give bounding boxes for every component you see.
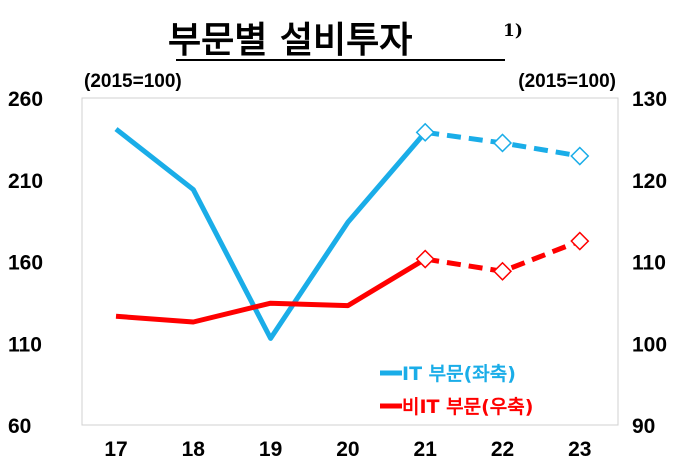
x-tick-label: 23 (568, 438, 591, 461)
left-tick-label: 260 (8, 88, 43, 111)
x-tick-label: 21 (414, 438, 438, 461)
right-tick-label: 90 (632, 415, 655, 438)
data-point-marker (492, 261, 513, 281)
data-point-marker (570, 146, 590, 166)
x-tick-label: 17 (104, 438, 127, 461)
left-axis-unit: (2015=100) (84, 71, 182, 92)
right-tick-label: 120 (632, 170, 667, 193)
title-superscript: 1) (503, 21, 523, 41)
right-tick-label: 110 (632, 252, 666, 275)
plot-area (81, 97, 619, 426)
data-point-marker (570, 231, 590, 251)
left-tick-label: 60 (8, 415, 31, 438)
series-line-1 (115, 256, 427, 325)
data-point-marker (492, 133, 513, 153)
left-tick-label: 160 (8, 252, 43, 275)
chart-title: 부문별 설비투자 (168, 19, 412, 61)
x-tick-label: 19 (259, 438, 282, 461)
data-point-marker (415, 249, 435, 269)
data-point-marker (415, 122, 435, 142)
x-tick-label: 22 (491, 438, 514, 461)
legend-label-nonit: 비IT 부문(우축) (402, 396, 533, 418)
legend-label-it: IT 부문(좌축) (402, 363, 516, 385)
x-tick-label: 20 (336, 438, 359, 461)
x-tick-label: 18 (182, 438, 206, 461)
series-line-0 (114, 127, 428, 341)
left-tick-label: 210 (8, 170, 43, 193)
right-tick-label: 100 (632, 333, 667, 356)
right-tick-label: 130 (632, 88, 667, 111)
left-tick-label: 110 (8, 333, 42, 356)
legend: IT 부문(좌축) 비IT 부문(우축) (380, 363, 533, 418)
right-axis-unit: (2015=100) (518, 71, 616, 92)
